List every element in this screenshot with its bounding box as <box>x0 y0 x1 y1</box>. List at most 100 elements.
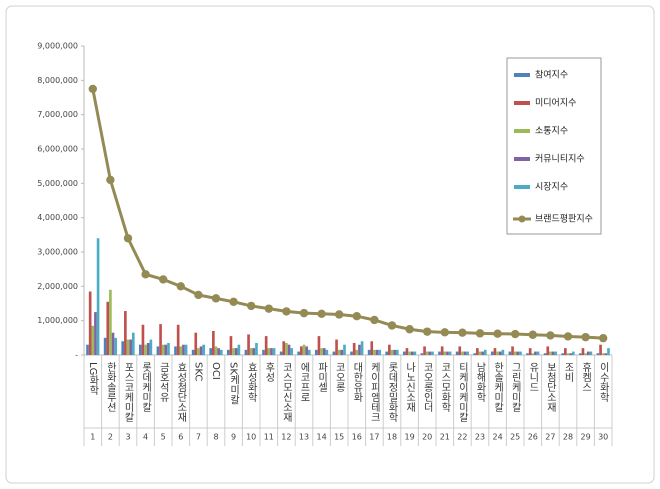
bar <box>393 349 396 355</box>
x-tick-label: 금호석유 <box>157 362 169 403</box>
rank-label: 3 <box>125 433 130 442</box>
rank-label: 2 <box>108 433 113 442</box>
rank-label: 12 <box>281 433 291 442</box>
bar <box>156 346 160 355</box>
bar <box>279 351 283 355</box>
bar <box>337 349 341 355</box>
x-tick-label: 남해화학 <box>474 362 486 403</box>
bar <box>569 353 572 355</box>
bar <box>408 351 411 355</box>
x-tick-label: 후성 <box>263 362 275 382</box>
x-tick-label: 조비 <box>562 362 574 383</box>
bar <box>106 301 110 355</box>
bar <box>272 348 276 355</box>
rank-label: 18 <box>387 433 397 442</box>
bar <box>317 336 321 355</box>
x-tick-label: OCI <box>210 362 221 380</box>
legend-swatch <box>514 185 530 189</box>
line-marker <box>247 301 256 311</box>
bar <box>262 349 265 355</box>
line-marker <box>440 328 449 337</box>
line-marker <box>123 234 133 243</box>
line-marker <box>352 312 361 321</box>
bar <box>440 346 444 355</box>
bar <box>528 348 532 355</box>
line-marker <box>194 290 203 300</box>
bar <box>536 351 540 355</box>
x-tick-label: SK케미칼 <box>228 362 240 405</box>
x-tick-label: 포스코케미칼 <box>122 362 134 422</box>
x-tick-label: 파미셀 <box>316 362 328 392</box>
x-tick-label: 코스모신소재 <box>280 362 292 423</box>
bar <box>88 291 92 355</box>
bar <box>139 344 142 355</box>
legend-swatch-marker <box>518 215 526 223</box>
bar <box>320 348 323 355</box>
bar <box>446 351 449 355</box>
line-marker <box>581 332 590 342</box>
bar <box>270 348 273 355</box>
line-marker <box>211 294 221 303</box>
legend-label: 시장지수 <box>535 182 568 193</box>
bar <box>287 344 291 355</box>
bar <box>496 351 499 355</box>
bar <box>214 346 218 355</box>
bar <box>217 348 220 355</box>
bar <box>121 341 125 355</box>
bar <box>511 346 514 355</box>
bar <box>103 337 107 355</box>
line-marker <box>493 329 502 338</box>
x-tick-label: 티케이케미칼 <box>456 362 468 422</box>
rank-label: 17 <box>369 433 379 442</box>
bar <box>144 344 147 355</box>
rank-label: 15 <box>334 433 344 442</box>
x-tick-label: LG화학 <box>87 362 99 396</box>
bar <box>461 351 464 355</box>
line-marker <box>335 310 344 319</box>
bar <box>305 346 308 355</box>
line-marker <box>387 321 397 330</box>
bar <box>184 344 188 355</box>
bar <box>252 348 256 355</box>
y-tick-label: 2,000,000 <box>37 282 78 291</box>
x-tick-label: 나노신소재 <box>404 362 416 413</box>
bar <box>493 348 497 355</box>
y-tick-label: 7,000,000 <box>37 110 78 119</box>
bar <box>197 348 200 355</box>
rank-label: 14 <box>317 433 327 442</box>
rank-label: 19 <box>405 433 415 442</box>
rank-label: 26 <box>528 433 538 442</box>
bar <box>234 348 238 355</box>
bar <box>126 339 130 355</box>
line-marker <box>159 275 168 284</box>
bar <box>302 344 306 355</box>
line-marker <box>317 309 326 318</box>
bar <box>378 349 381 355</box>
legend-label: 브랜드평판지수 <box>535 214 593 225</box>
bar <box>209 348 213 355</box>
y-tick-label: 6,000,000 <box>37 145 78 154</box>
x-tick-label: 휴켐스 <box>580 362 592 392</box>
bar <box>481 351 484 355</box>
bar <box>202 344 205 355</box>
bar <box>463 351 467 355</box>
bar <box>355 349 359 355</box>
rank-label: 5 <box>161 433 166 442</box>
bar <box>182 344 185 355</box>
bar <box>428 351 432 355</box>
rank-label: 16 <box>352 433 362 442</box>
x-tick-label: 코오롱 <box>333 362 345 392</box>
line-marker <box>458 328 467 337</box>
bar <box>584 353 587 355</box>
bar <box>566 353 570 355</box>
bar <box>86 344 89 355</box>
rank-label: 30 <box>598 433 608 442</box>
bar <box>586 351 590 355</box>
bar <box>109 289 112 355</box>
bar <box>403 351 406 355</box>
bar <box>423 346 426 355</box>
x-tick-label: 롯데케미칼 <box>140 362 152 412</box>
bar <box>405 348 409 355</box>
rank-label: 4 <box>143 433 148 442</box>
bar <box>285 342 288 355</box>
